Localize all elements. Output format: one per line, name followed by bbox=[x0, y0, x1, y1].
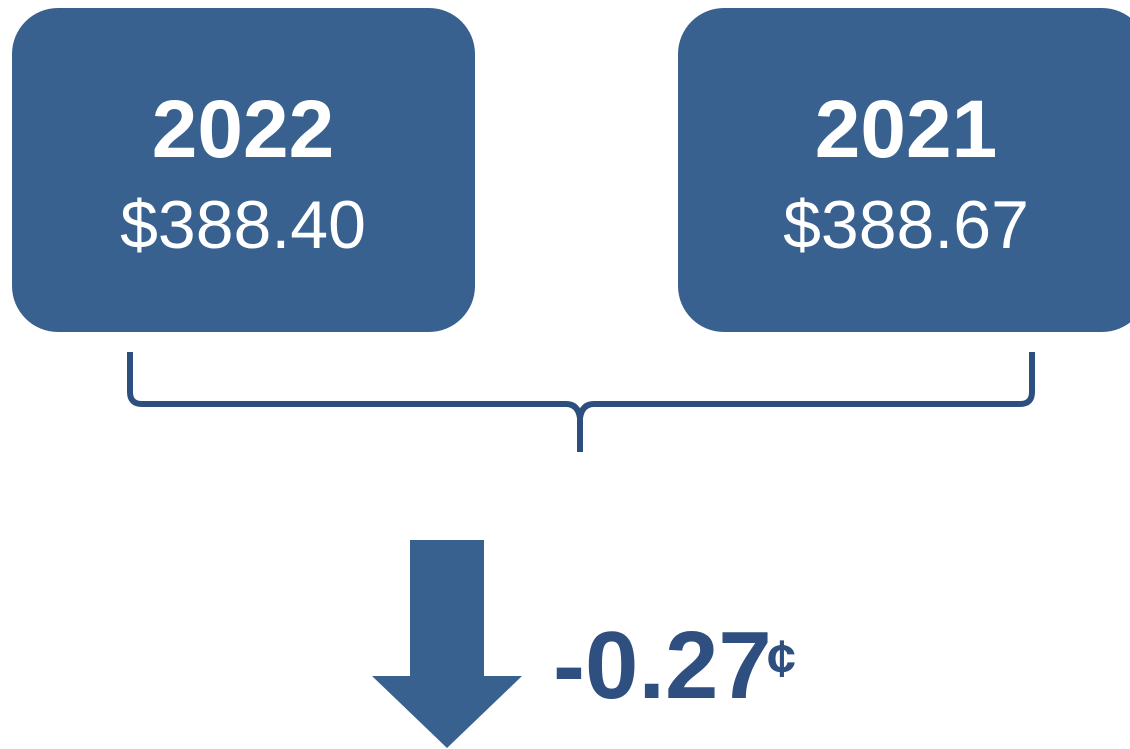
change-unit: ¢ bbox=[767, 630, 796, 688]
change-value: -0.27 bbox=[553, 612, 772, 719]
box-2022 bbox=[12, 8, 475, 332]
box-2021 bbox=[678, 8, 1130, 332]
amount-label: $388.67 bbox=[783, 187, 1029, 263]
year-label: 2021 bbox=[815, 84, 997, 175]
down-arrow bbox=[372, 540, 522, 748]
amount-label: $388.40 bbox=[120, 187, 366, 263]
brace bbox=[127, 352, 1035, 452]
year-label: 2022 bbox=[152, 84, 334, 175]
